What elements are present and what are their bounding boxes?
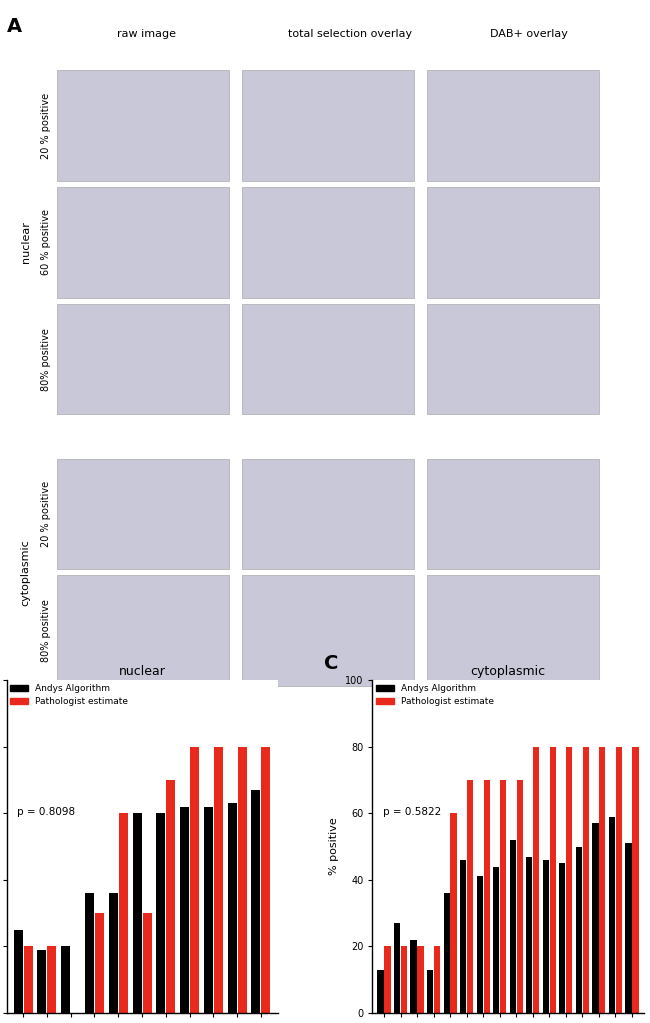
Bar [467,781,473,1013]
Bar [526,856,532,1013]
Bar [109,893,118,1013]
Bar [599,747,606,1013]
Bar [566,747,573,1013]
Bar [378,970,384,1013]
Text: total selection overlay: total selection overlay [289,30,413,39]
Bar [85,893,94,1013]
Text: p = 0.8098: p = 0.8098 [18,807,75,816]
Text: C: C [324,654,338,673]
Bar [533,747,540,1013]
Bar [450,813,457,1013]
Bar [133,813,142,1013]
Bar [500,781,506,1013]
Bar [460,860,466,1013]
Bar [543,860,549,1013]
Bar [204,807,213,1013]
Text: nuclear: nuclear [21,221,31,263]
Bar [394,923,400,1013]
Bar [47,946,57,1013]
Bar [227,803,237,1013]
Title: nuclear: nuclear [118,665,166,678]
Bar [166,781,176,1013]
FancyBboxPatch shape [427,304,599,414]
Bar [484,781,490,1013]
FancyBboxPatch shape [57,187,229,298]
FancyBboxPatch shape [242,304,414,414]
Bar [384,946,391,1013]
Text: raw image: raw image [117,30,176,39]
FancyBboxPatch shape [427,458,599,569]
Text: 80% positive: 80% positive [41,327,51,391]
Bar [427,970,434,1013]
Bar [410,940,417,1013]
Bar [142,914,151,1013]
FancyBboxPatch shape [427,71,599,181]
Bar [190,747,199,1013]
Text: 80% positive: 80% positive [41,599,51,662]
FancyBboxPatch shape [57,458,229,569]
Bar [592,824,599,1013]
Bar [252,790,261,1013]
Bar [214,747,223,1013]
Bar [401,946,407,1013]
Bar [119,813,128,1013]
Bar [493,866,499,1013]
Legend: Andys Algorithm, Pathologist estimate: Andys Algorithm, Pathologist estimate [372,680,498,710]
Bar [550,747,556,1013]
Bar [476,877,483,1013]
Bar [180,807,189,1013]
Bar [616,747,622,1013]
Text: 20 % positive: 20 % positive [41,92,51,159]
Bar [517,781,523,1013]
Bar [61,946,70,1013]
Bar [38,949,46,1013]
FancyBboxPatch shape [57,304,229,414]
Bar [510,840,516,1013]
FancyBboxPatch shape [57,576,229,686]
Bar [625,843,632,1013]
Legend: Andys Algorithm, Pathologist estimate: Andys Algorithm, Pathologist estimate [6,680,132,710]
Y-axis label: % positive: % positive [330,817,339,876]
Bar [14,930,23,1013]
Text: 60 % positive: 60 % positive [41,210,51,275]
FancyBboxPatch shape [427,187,599,298]
Text: 20 % positive: 20 % positive [41,481,51,547]
Bar [609,816,615,1013]
Bar [632,747,638,1013]
Bar [417,946,424,1013]
FancyBboxPatch shape [427,576,599,686]
Bar [23,946,32,1013]
FancyBboxPatch shape [57,71,229,181]
Bar [434,946,440,1013]
FancyBboxPatch shape [242,187,414,298]
FancyBboxPatch shape [242,576,414,686]
FancyBboxPatch shape [242,71,414,181]
Bar [238,747,246,1013]
Bar [443,893,450,1013]
Bar [95,914,104,1013]
Title: cytoplasmic: cytoplasmic [471,665,545,678]
Text: cytoplasmic: cytoplasmic [21,539,31,606]
Bar [559,863,566,1013]
Text: p = 0.5822: p = 0.5822 [384,807,441,816]
FancyBboxPatch shape [242,458,414,569]
Bar [582,747,589,1013]
Bar [261,747,270,1013]
Text: DAB+ overlay: DAB+ overlay [490,30,568,39]
Bar [156,813,165,1013]
Bar [576,847,582,1013]
Text: A: A [6,16,21,36]
